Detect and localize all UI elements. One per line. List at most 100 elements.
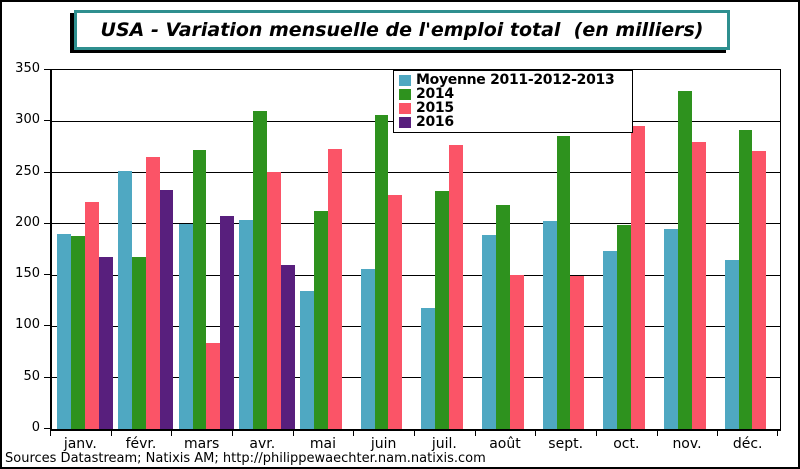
x-axis-label-juil: juil. (431, 436, 457, 452)
bar-2014-nov (677, 90, 692, 429)
x-axis-label-sept: sept. (548, 436, 584, 452)
bar-2015-mars (206, 342, 221, 429)
y-axis-tick (44, 325, 50, 327)
bar-2014-août (495, 205, 510, 429)
y-axis-tick (44, 428, 50, 429)
bar-2015-nov (691, 141, 706, 429)
bar-2015-janv (85, 202, 99, 429)
gridline-200 (52, 223, 780, 225)
bar-2015-juil (449, 144, 463, 429)
legend-item-2015: 2015 (399, 101, 628, 115)
y-axis-tick (44, 222, 50, 224)
gridline-100 (52, 325, 780, 327)
x-axis-tick (414, 430, 415, 436)
x-axis-label-avr: avr. (249, 436, 276, 452)
y-axis-tick (44, 376, 50, 378)
bar-2014-juin (374, 115, 389, 429)
legend-swatch-icon (399, 74, 411, 86)
y-axis-label-300: 300 (15, 112, 40, 128)
x-axis-label-janv: janv. (63, 436, 97, 452)
legend: Moyenne 2011-2012-2013 2014 2015 2016 (393, 70, 633, 133)
bar-moyenne-2011-2012-2013-avr (239, 219, 254, 429)
bar-2014-déc (738, 129, 753, 429)
gridline-50 (52, 377, 780, 379)
x-axis-label-juin: juin (370, 436, 397, 452)
bar-2015-août (509, 275, 524, 429)
x-axis-label-août: août (489, 436, 521, 452)
bar-moyenne-2011-2012-2013-nov (664, 229, 678, 429)
gridline-250 (52, 172, 780, 174)
bar-2015-mai (327, 148, 342, 429)
bar-2015-déc (752, 151, 767, 429)
y-axis-tick (44, 69, 50, 70)
bar-moyenne-2011-2012-2013-juin (360, 269, 375, 429)
bar-moyenne-2011-2012-2013-août (482, 235, 496, 429)
bar-2015-avr (267, 171, 281, 429)
x-axis-label-févr: févr. (125, 436, 157, 452)
bar-moyenne-2011-2012-2013-févr (118, 170, 132, 429)
x-axis-label-nov: nov. (672, 436, 702, 452)
bar-moyenne-2011-2012-2013-janv (57, 234, 72, 429)
y-axis-label-350: 350 (15, 61, 40, 76)
bar-2015-févr (145, 157, 160, 429)
bar-2014-mai (313, 210, 328, 429)
y-axis-label-150: 150 (15, 266, 40, 282)
x-axis-label-oct: oct. (613, 436, 640, 452)
legend-swatch-icon (399, 102, 411, 114)
x-axis-tick (474, 430, 476, 436)
y-axis-label-0: 0 (31, 420, 40, 435)
x-axis-tick (656, 430, 658, 436)
legend-label: 2015 (416, 100, 454, 116)
y-axis-label-100: 100 (15, 317, 40, 333)
legend-label: Moyenne 2011-2012-2013 (416, 72, 615, 88)
bar-2015-oct (631, 126, 645, 429)
chart-title-box: USA - Variation mensuelle de l'emploi to… (74, 10, 730, 50)
x-axis-label-mars: mars (184, 436, 220, 452)
legend-label: 2016 (416, 114, 454, 130)
x-axis-tick (717, 430, 719, 436)
y-axis-tick (44, 171, 50, 173)
bar-2015-juin (388, 195, 403, 429)
bar-moyenne-2011-2012-2013-mai (300, 290, 314, 429)
bar-2016-mars (220, 215, 234, 429)
y-axis-tick (44, 274, 50, 276)
bar-2014-avr (253, 111, 268, 429)
chart-title: USA - Variation mensuelle de l'emploi to… (100, 19, 704, 41)
bar-moyenne-2011-2012-2013-mars (178, 223, 193, 429)
bar-2016-avr (280, 264, 295, 429)
bar-2014-mars (192, 150, 207, 429)
legend-swatch-icon (399, 116, 411, 128)
x-axis-tick (596, 430, 597, 436)
bar-2016-févr (159, 190, 174, 429)
bar-2014-sept (556, 135, 571, 429)
legend-item-2016: 2016 (399, 115, 628, 129)
legend-label: 2014 (416, 86, 454, 102)
bar-2014-juil (435, 191, 450, 429)
bar-2014-oct (617, 224, 632, 429)
x-axis-tick (292, 430, 294, 436)
x-axis-label-déc: déc. (732, 436, 763, 452)
bar-moyenne-2011-2012-2013-juil (421, 307, 436, 429)
gridline-150 (52, 274, 780, 276)
bar-moyenne-2011-2012-2013-oct (603, 250, 618, 429)
x-axis-tick (171, 430, 173, 436)
legend-swatch-icon (399, 88, 411, 100)
x-axis-tick (110, 430, 112, 436)
bar-2014-févr (131, 256, 146, 429)
x-axis-tick (50, 430, 51, 436)
bar-moyenne-2011-2012-2013-sept (542, 220, 557, 429)
y-axis-tick (44, 120, 50, 122)
y-axis-label-250: 250 (15, 163, 40, 179)
y-axis-label-200: 200 (15, 214, 40, 230)
y-axis-label-50: 50 (23, 368, 40, 384)
bar-2014-janv (71, 236, 86, 429)
legend-item-moyenne-2011-2012-2013: Moyenne 2011-2012-2013 (399, 73, 628, 87)
legend-item-2014: 2014 (399, 87, 628, 101)
x-axis-tick (353, 430, 355, 436)
x-axis-tick (777, 430, 778, 436)
x-axis-tick (232, 430, 233, 436)
bar-moyenne-2011-2012-2013-déc (724, 259, 739, 429)
x-axis-label-mai: mai (309, 436, 337, 452)
bar-2015-sept (570, 276, 585, 429)
